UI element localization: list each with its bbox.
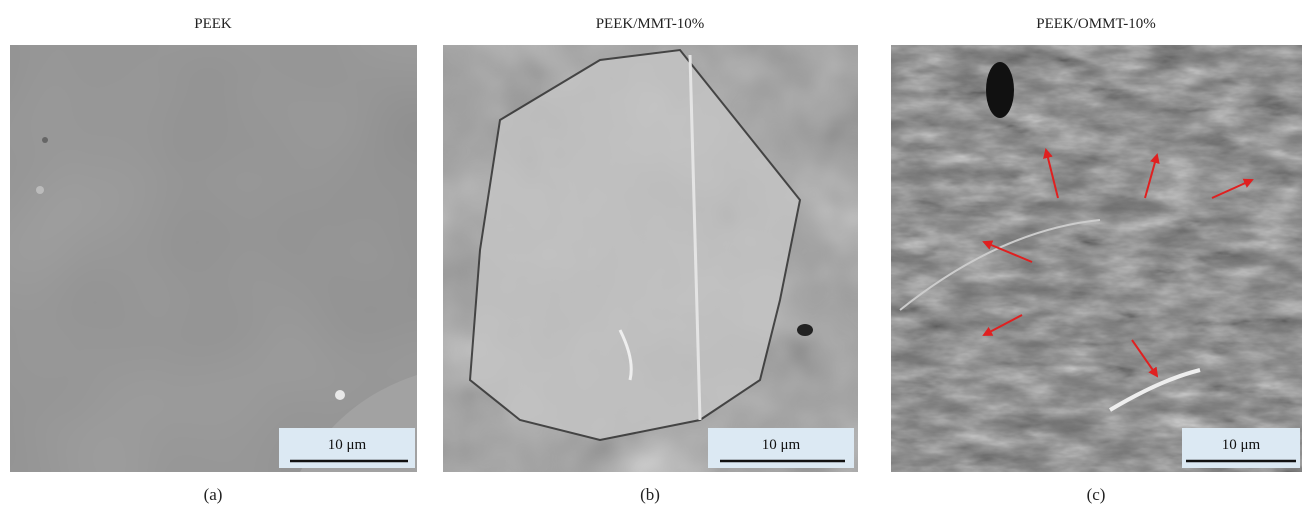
scale-label: 10 μm xyxy=(328,437,367,453)
scale-bar: 10 μm xyxy=(1182,428,1300,468)
panel-a: PEEK 10 μm (a) xyxy=(10,16,417,504)
micrograph xyxy=(443,45,858,472)
panel-label: (b) xyxy=(640,485,660,504)
micrograph xyxy=(10,45,417,472)
scale-label: 10 μm xyxy=(762,437,801,453)
panel-c: PEEK/OMMT-10% 10 μm (c) xyxy=(891,16,1302,504)
scale-bar: 10 μm xyxy=(279,428,415,468)
panel-title: PEEK/MMT-10% xyxy=(596,16,705,32)
micrograph xyxy=(891,45,1302,472)
panel-b: PEEK/MMT-10% 10 μm (b) xyxy=(443,16,858,504)
panel-title: PEEK/OMMT-10% xyxy=(1036,16,1155,32)
scale-label: 10 μm xyxy=(1222,437,1261,453)
panel-label: (c) xyxy=(1087,485,1106,504)
scale-bar: 10 μm xyxy=(708,428,854,468)
panel-label: (a) xyxy=(204,485,223,504)
panel-title: PEEK xyxy=(194,16,232,32)
figure: PEEK 10 μm (a) PEEK/MMT-10% 10 xyxy=(0,0,1306,509)
